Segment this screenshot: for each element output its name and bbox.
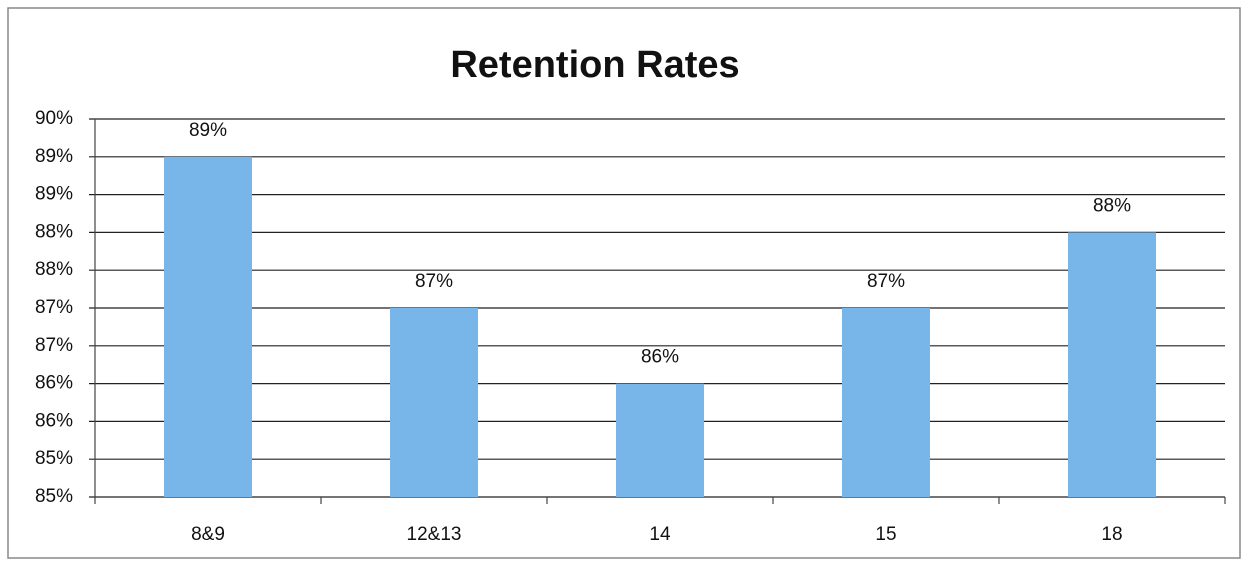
bar (1068, 232, 1156, 497)
bar (390, 308, 478, 497)
y-tick-label: 89% (35, 146, 73, 167)
y-tick-label: 85% (35, 486, 73, 507)
bar (616, 383, 704, 497)
x-tick-label: 15 (875, 524, 896, 545)
bar (164, 156, 252, 498)
y-tick-label: 87% (35, 335, 73, 356)
y-tick-label: 85% (35, 448, 73, 469)
x-tick-label: 18 (1101, 524, 1122, 545)
x-tick-label: 12&13 (407, 524, 462, 545)
chart-title: Retention Rates (450, 44, 739, 86)
data-label: 86% (641, 347, 679, 368)
y-tick-label: 87% (35, 297, 73, 318)
data-label: 87% (867, 271, 905, 292)
bar (842, 308, 930, 497)
x-tick-label: 14 (649, 524, 671, 545)
y-tick-label: 88% (35, 259, 73, 280)
y-tick-label: 86% (35, 410, 73, 431)
y-tick-label: 88% (35, 221, 73, 242)
data-label: 88% (1093, 195, 1131, 216)
data-label: 89% (189, 120, 227, 141)
y-tick-label: 90% (35, 108, 73, 129)
y-tick-label: 86% (35, 373, 73, 394)
data-label: 87% (415, 271, 453, 292)
y-tick-label: 89% (35, 184, 73, 205)
x-tick-label: 8&9 (191, 524, 225, 545)
